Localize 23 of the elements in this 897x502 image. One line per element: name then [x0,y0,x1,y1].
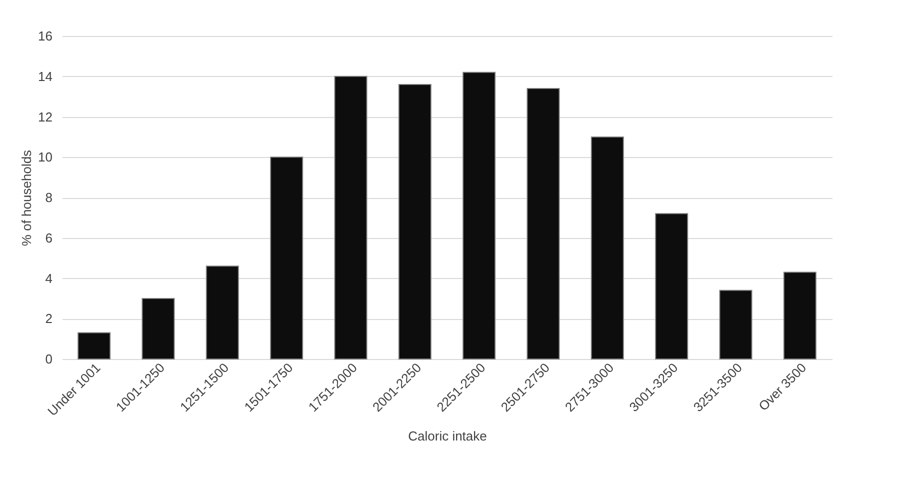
y-tick-label: 16 [38,28,52,44]
y-tick-label: 8 [45,190,52,205]
bar [334,76,368,360]
bar [655,213,688,360]
y-tick-label: 4 [45,270,52,286]
y-tick-label: 6 [45,230,52,246]
bar [142,298,175,360]
bar [78,332,111,360]
bar [398,84,432,360]
bar [590,136,624,360]
bar [206,266,239,360]
bar [719,290,752,360]
y-tick-label: 14 [38,68,52,84]
y-tick-label: 10 [38,150,52,165]
y-tick-label: 2 [45,311,52,326]
bar [783,272,816,360]
y-tick-label: 0 [45,352,52,366]
y-tick-label: 12 [38,109,52,124]
bar [462,72,496,360]
bar [526,88,560,360]
bar [270,156,304,360]
y-axis-title: % of households [19,149,34,246]
x-axis-title: Caloric intake [408,428,487,444]
